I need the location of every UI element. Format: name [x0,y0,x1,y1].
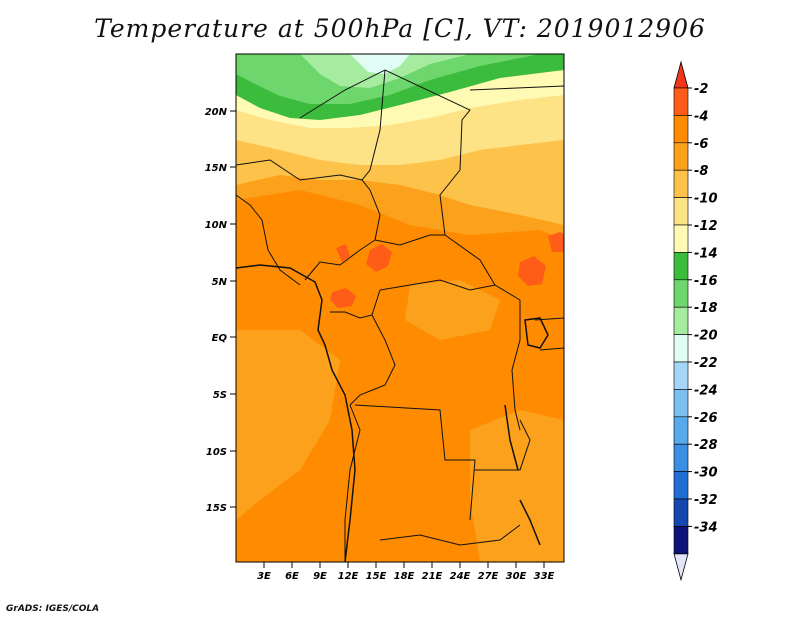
coastlines [236,264,549,562]
lat-label-10n: 10N [205,220,228,231]
colorbar: -2 -4 -6 -8 -10 -12 -14 -16 -18 -20 -22 -24 -26 -28 -3… [673,60,718,582]
border-line [379,279,496,291]
shade-minus6-8-west [236,330,340,520]
colorbar-swatch [673,115,689,144]
lon-label-6e: 6E [285,571,299,582]
colorbar-bottom-triangle [673,553,689,582]
lon-label-15e: 15E [366,571,387,582]
warm-patch-east [548,232,564,252]
colorbar-swatch [673,416,689,445]
colorbar-label: -4 [694,109,708,124]
colorbar-label: -12 [694,219,718,234]
border-line [469,85,564,91]
colorbar-label: -10 [694,192,718,207]
warm-patch-car [366,244,392,272]
map-title: Temperature at 500hPa [C], VT: 201901290… [94,14,706,43]
colorbar-swatch [673,526,689,555]
lat-label-20n: 20N [205,107,228,118]
country-borders [236,69,564,562]
colorbar-top-triangle [673,60,689,89]
border-line [304,189,381,281]
colorbar-swatch [673,169,689,198]
lon-label-33e: 33E [534,571,555,582]
border-line [330,289,381,319]
colorbar-swatch [673,279,689,308]
colorbar-swatch [673,252,689,281]
colorbar-swatch [673,443,689,472]
colorbar-label: -26 [694,411,718,426]
lon-label-30e: 30E [506,571,527,582]
colorbar-label: -28 [694,438,718,453]
temperature-field [236,54,564,562]
shade-minus6-8-se [470,410,564,562]
border-line [236,194,301,286]
lake-victoria [524,317,549,349]
lon-label-12e: 12E [338,571,359,582]
colorbar-label: -22 [694,356,718,371]
lat-label-15n: 15N [205,163,228,174]
colorbar-swatch [673,197,689,226]
lon-label-27e: 27E [478,571,499,582]
colorbar-swatch [673,389,689,418]
lake-tanganyika [504,404,519,471]
lat-label-5n: 5N [212,277,228,288]
border-line [361,69,386,181]
colorbar-label: -8 [694,164,708,179]
lat-label-5s: 5S [213,390,227,401]
lake-malawi [519,499,541,546]
shade-minus6-8-patch [405,280,500,340]
colorbar-label: -32 [694,493,718,508]
colorbar-swatch [673,334,689,363]
colorbar-swatch [673,87,689,116]
colorbar-label: -14 [694,246,718,261]
colorbar-swatch [673,361,689,390]
plot-frame [235,53,565,563]
lon-label-9e: 9E [313,571,327,582]
lat-label-eq: EQ [212,333,228,344]
warm-patch-south [350,410,470,530]
colorbar-label: -24 [694,383,718,398]
border-line [511,300,521,431]
border-line [534,317,564,321]
border-line [349,314,396,406]
border-line [539,347,564,351]
colorbar-label: -18 [694,301,718,316]
colorbar-swatch [673,498,689,527]
lon-label-3e: 3E [257,571,271,582]
colorbar-label: -30 [694,466,718,481]
lat-axis: 20N 15N 10N 5N EQ 5S 10S 15S [205,107,236,514]
border-line [379,524,521,546]
border-line [344,404,361,562]
grads-credit: GrADS: IGES/COLA [6,604,100,614]
lon-label-21e: 21E [422,571,443,582]
border-line [299,69,471,171]
lat-label-10s: 10S [206,447,227,458]
lat-label-15s: 15S [206,503,227,514]
colorbar-label: -20 [694,329,718,344]
lon-label-18e: 18E [394,571,415,582]
lon-axis: 3E 6E 9E 12E 15E 18E 21E 24E 27E 30E 33E [257,562,555,582]
colorbar-swatch [673,471,689,500]
border-line [374,234,445,246]
colorbar-swatch [673,306,689,335]
colorbar-swatch [673,142,689,171]
lon-label-24e: 24E [450,571,471,582]
border-line [354,404,476,521]
colorbar-label: -6 [694,137,708,152]
warm-patch-cameroon [330,288,356,308]
colorbar-label: -16 [694,274,718,289]
warm-patch-nigeria [336,244,350,262]
colorbar-label: -2 [694,82,708,97]
border-line [439,169,521,301]
colorbar-swatch [673,224,689,253]
warm-patch-sudan [518,256,546,286]
colorbar-label: -34 [694,520,718,535]
coastline-atlantic [236,264,356,562]
border-line [236,159,371,191]
border-line [475,419,531,471]
shade-minus18-20 [350,54,410,74]
